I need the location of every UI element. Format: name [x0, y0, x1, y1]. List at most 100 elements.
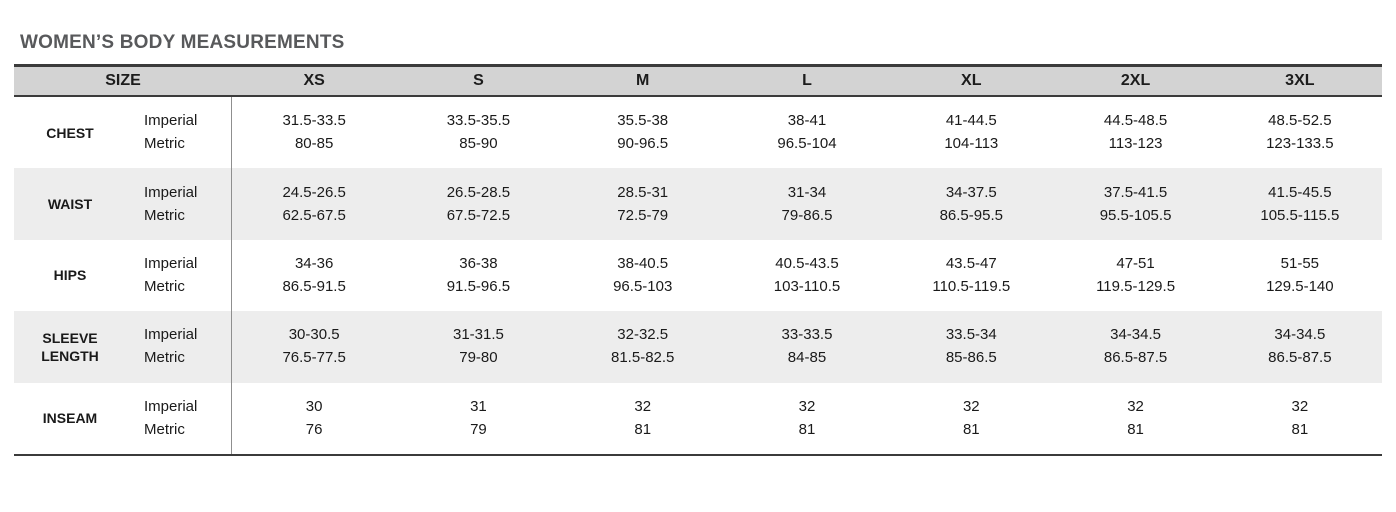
unit-labels: Imperial Metric [118, 239, 232, 312]
value-cell-sleeve-2xl: 34-34.5 86.5-87.5 [1053, 325, 1217, 368]
size-chart-table: SIZE XS S M L XL 2XL 3XL CHEST Imperial … [14, 64, 1382, 456]
imperial-value: 24.5-26.5 [282, 183, 346, 201]
imperial-value: 37.5-41.5 [1103, 183, 1168, 201]
value-cell-chest-l: 38-41 96.5-104 [725, 111, 889, 154]
metric-value: 91.5-96.5 [446, 277, 511, 295]
metric-value: 86.5-95.5 [939, 206, 1003, 224]
metric-value: 81.5-82.5 [611, 349, 675, 367]
value-cell-sleeve-3xl: 34-34.5 86.5-87.5 [1218, 325, 1382, 368]
imperial-value: 33.5-34 [945, 326, 997, 344]
metric-value: 96.5-104 [777, 135, 837, 153]
measurement-row-chest: CHEST Imperial Metric 31.5-33.5 80-85 33… [14, 97, 1382, 169]
imperial-value: 32 [634, 397, 652, 415]
value-cell-sleeve-xl: 33.5-34 85-86.5 [889, 325, 1053, 368]
metric-value: 86.5-87.5 [1103, 349, 1168, 367]
metric-value: 86.5-87.5 [1268, 349, 1332, 367]
value-cell-inseam-l: 32 81 [725, 397, 889, 440]
value-cell-waist-xs: 24.5-26.5 62.5-67.5 [232, 183, 396, 226]
imperial-value: 36-38 [459, 254, 498, 272]
metric-value: 62.5-67.5 [282, 206, 346, 224]
value-cell-waist-xl: 34-37.5 86.5-95.5 [889, 183, 1053, 226]
measurement-row-inseam: INSEAM Imperial Metric 30 76 31 79 32 81… [14, 382, 1382, 454]
imperial-value: 32 [962, 397, 980, 415]
metric-value: 86.5-91.5 [282, 277, 346, 295]
size-column-header-2xl: 2XL [1120, 72, 1151, 89]
size-column-header-l: L [802, 72, 812, 89]
metric-value: 79-80 [459, 349, 498, 367]
unit-labels: Imperial Metric [118, 311, 232, 383]
metric-value: 110.5-119.5 [932, 277, 1011, 295]
imperial-label: Imperial [144, 112, 198, 130]
value-cell-hips-m: 38-40.5 96.5-103 [561, 254, 725, 297]
imperial-value: 32-32.5 [617, 326, 669, 344]
metric-value: 76.5-77.5 [282, 349, 346, 367]
imperial-value: 31.5-33.5 [282, 112, 346, 130]
metric-value: 84-85 [787, 349, 827, 367]
imperial-value: 31-31.5 [452, 326, 504, 344]
imperial-value: 32 [1291, 397, 1309, 415]
imperial-value: 34-36 [294, 254, 334, 272]
size-column-header-xl: XL [961, 72, 982, 89]
imperial-value: 30 [305, 397, 323, 415]
metric-value: 67.5-72.5 [446, 206, 511, 224]
metric-value: 81 [798, 420, 816, 438]
metric-label: Metric [144, 206, 185, 224]
value-cell-chest-2xl: 44.5-48.5 113-123 [1053, 111, 1217, 154]
value-cell-hips-xs: 34-36 86.5-91.5 [232, 254, 396, 297]
imperial-value: 33-33.5 [781, 326, 833, 344]
imperial-value: 34-37.5 [945, 183, 997, 201]
row-label-chest: CHEST [46, 124, 94, 141]
metric-label: Metric [144, 349, 185, 367]
metric-value: 123-133.5 [1266, 135, 1334, 153]
metric-value: 113-123 [1108, 135, 1163, 153]
value-cell-inseam-xs: 30 76 [232, 397, 396, 440]
value-cell-chest-s: 33.5-35.5 85-90 [396, 111, 560, 154]
imperial-value: 31 [470, 397, 487, 415]
value-cell-chest-m: 35.5-38 90-96.5 [561, 111, 725, 154]
imperial-value: 31-34 [787, 183, 827, 201]
value-cell-hips-3xl: 51-55 129.5-140 [1218, 254, 1382, 297]
imperial-value: 48.5-52.5 [1268, 112, 1332, 130]
unit-labels: Imperial Metric [118, 382, 232, 454]
row-label-sleeve-length: SLEEVE LENGTH [41, 329, 99, 364]
value-cell-inseam-3xl: 32 81 [1218, 397, 1382, 440]
imperial-value: 41.5-45.5 [1268, 183, 1332, 201]
size-column-header-m: M [636, 72, 650, 89]
unit-labels: Imperial Metric [118, 168, 232, 240]
value-cell-sleeve-m: 32-32.5 81.5-82.5 [561, 325, 725, 368]
value-cell-sleeve-l: 33-33.5 84-85 [725, 325, 889, 368]
metric-value: 85-86.5 [945, 349, 997, 367]
metric-value: 129.5-140 [1266, 277, 1334, 295]
imperial-value: 35.5-38 [617, 112, 669, 130]
value-cell-inseam-s: 31 79 [396, 397, 560, 440]
metric-value: 79 [470, 420, 487, 438]
row-label-waist: WAIST [47, 196, 93, 213]
imperial-value: 41-44.5 [945, 112, 997, 130]
metric-value: 81 [634, 420, 652, 438]
size-column-header-s: S [473, 72, 484, 89]
row-label-inseam: INSEAM [42, 410, 98, 427]
value-cell-sleeve-xs: 30-30.5 76.5-77.5 [232, 325, 396, 368]
metric-label: Metric [144, 135, 185, 153]
imperial-value: 26.5-28.5 [446, 183, 511, 201]
imperial-value: 28.5-31 [617, 183, 669, 201]
value-cell-waist-s: 26.5-28.5 67.5-72.5 [396, 183, 560, 226]
imperial-value: 32 [798, 397, 816, 415]
value-cell-chest-3xl: 48.5-52.5 123-133.5 [1218, 111, 1382, 154]
imperial-label: Imperial [144, 254, 198, 272]
imperial-value: 34-34.5 [1274, 326, 1326, 344]
imperial-label: Imperial [144, 183, 198, 201]
value-cell-inseam-m: 32 81 [561, 397, 725, 440]
imperial-value: 47-51 [1116, 254, 1155, 272]
imperial-value: 33.5-35.5 [446, 112, 511, 130]
metric-value: 85-90 [459, 135, 498, 153]
metric-value: 76 [305, 420, 323, 438]
imperial-label: Imperial [144, 397, 198, 415]
table-header-row: SIZE XS S M L XL 2XL 3XL [14, 64, 1382, 97]
imperial-value: 30-30.5 [288, 326, 340, 344]
metric-value: 104-113 [944, 135, 999, 153]
value-cell-hips-s: 36-38 91.5-96.5 [396, 254, 560, 297]
value-cell-hips-xl: 43.5-47 110.5-119.5 [889, 254, 1053, 297]
metric-value: 79-86.5 [781, 206, 833, 224]
metric-value: 119.5-129.5 [1096, 277, 1176, 295]
